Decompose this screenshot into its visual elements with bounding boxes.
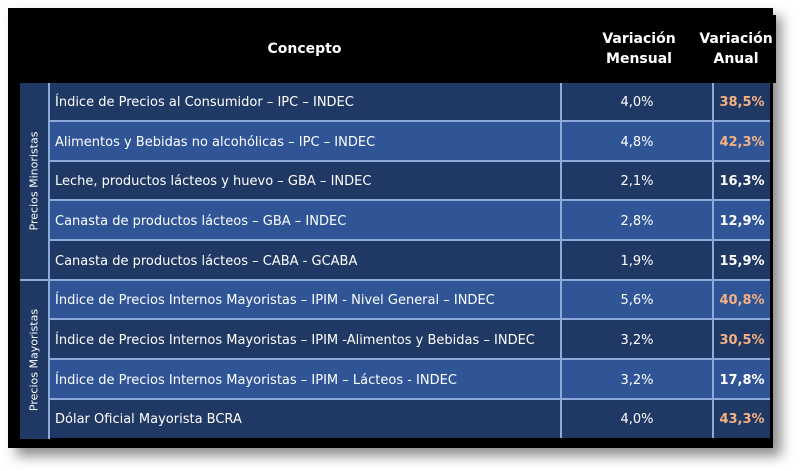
row-monthly-value: 4,0%	[620, 95, 654, 110]
header-annual-line1: Variación	[699, 31, 773, 47]
row-annual-value: 15,9%	[719, 253, 765, 269]
row-divider	[50, 358, 770, 360]
column-divider	[560, 83, 562, 122]
row-concept: Canasta de productos lácteos – GBA – IND…	[55, 213, 347, 229]
column-divider	[712, 122, 714, 162]
group-mayoristas: Precios Mayoristas	[20, 281, 50, 439]
column-divider	[712, 400, 714, 438]
row-monthly-value: 2,8%	[620, 213, 654, 229]
column-divider	[712, 360, 714, 400]
group-mayoristas-label: Precios Mayoristas	[27, 308, 41, 412]
row-concept: Índice de Precios Internos Mayoristas – …	[55, 372, 457, 388]
header-annual: Variación Anual	[696, 15, 776, 83]
column-divider	[560, 360, 562, 400]
group-minoristas: Precios Minoristas	[20, 83, 50, 279]
row-divider	[50, 160, 770, 162]
header-monthly: Variación Mensual	[564, 15, 714, 83]
table-row: Dólar Oficial Mayorista BCRA 4,0% 43,3%	[50, 400, 770, 438]
row-concept: Índice de Precios Internos Mayoristas – …	[55, 293, 495, 308]
row-divider	[50, 318, 770, 320]
column-divider	[560, 241, 562, 281]
row-annual-value: 30,5%	[719, 332, 765, 348]
row-concept: Índice de Precios al Consumidor – IPC – …	[55, 95, 354, 110]
column-divider	[712, 281, 714, 320]
column-divider	[560, 281, 562, 320]
table-row: Índice de Precios Internos Mayoristas – …	[50, 320, 770, 360]
row-monthly-value: 4,8%	[620, 134, 654, 150]
header-monthly-line2: Mensual	[606, 51, 672, 67]
row-monthly-value: 3,2%	[620, 372, 654, 388]
row-concept: Índice de Precios Internos Mayoristas – …	[55, 332, 535, 348]
row-monthly-value: 3,2%	[620, 332, 654, 348]
row-annual-value: 16,3%	[719, 174, 765, 189]
table-row: Índice de Precios Internos Mayoristas – …	[50, 281, 770, 320]
column-divider	[560, 400, 562, 438]
header-concept: Concepto	[52, 15, 557, 83]
group-divider	[20, 279, 50, 281]
header-concept-label: Concepto	[267, 41, 342, 57]
row-concept: Leche, productos lácteos y huevo – GBA –…	[55, 174, 372, 189]
column-divider	[712, 241, 714, 281]
row-divider	[50, 199, 770, 201]
column-divider	[560, 162, 562, 201]
table-row: Alimentos y Bebidas no alcohólicas – IPC…	[50, 122, 770, 162]
group-minoristas-label: Precios Minoristas	[27, 131, 41, 231]
row-concept: Dólar Oficial Mayorista BCRA	[55, 411, 242, 427]
table-row: Canasta de productos lácteos – GBA – IND…	[50, 201, 770, 241]
column-divider	[712, 83, 714, 122]
table-row: Índice de Precios Internos Mayoristas – …	[50, 360, 770, 400]
row-annual-value: 43,3%	[719, 411, 765, 427]
row-divider	[50, 398, 770, 400]
column-divider	[712, 162, 714, 201]
row-concept: Alimentos y Bebidas no alcohólicas – IPC…	[55, 134, 376, 150]
column-divider	[560, 201, 562, 241]
column-divider	[712, 320, 714, 360]
row-monthly-value: 2,1%	[620, 174, 654, 189]
row-annual-value: 17,8%	[719, 372, 765, 388]
row-divider	[50, 120, 770, 122]
row-annual-value: 40,8%	[719, 293, 765, 308]
table-row: Índice de Precios al Consumidor – IPC – …	[50, 83, 770, 122]
row-divider	[50, 239, 770, 241]
row-annual-value: 42,3%	[719, 134, 765, 150]
row-annual-value: 38,5%	[719, 95, 765, 110]
row-monthly-value: 5,6%	[620, 293, 654, 308]
column-divider	[712, 201, 714, 241]
row-monthly-value: 1,9%	[620, 253, 654, 269]
row-annual-value: 12,9%	[719, 213, 765, 229]
table-row: Leche, productos lácteos y huevo – GBA –…	[50, 162, 770, 201]
row-concept: Canasta de productos lácteos – CABA - GC…	[55, 253, 358, 269]
row-divider	[50, 279, 770, 281]
column-divider	[560, 122, 562, 162]
column-divider	[560, 320, 562, 360]
table-row: Canasta de productos lácteos – CABA - GC…	[50, 241, 770, 281]
row-monthly-value: 4,0%	[620, 411, 654, 427]
header-annual-line2: Anual	[713, 51, 759, 67]
table-header: Concepto Variación Mensual Variación Anu…	[16, 15, 776, 83]
header-monthly-line1: Variación	[602, 31, 676, 47]
